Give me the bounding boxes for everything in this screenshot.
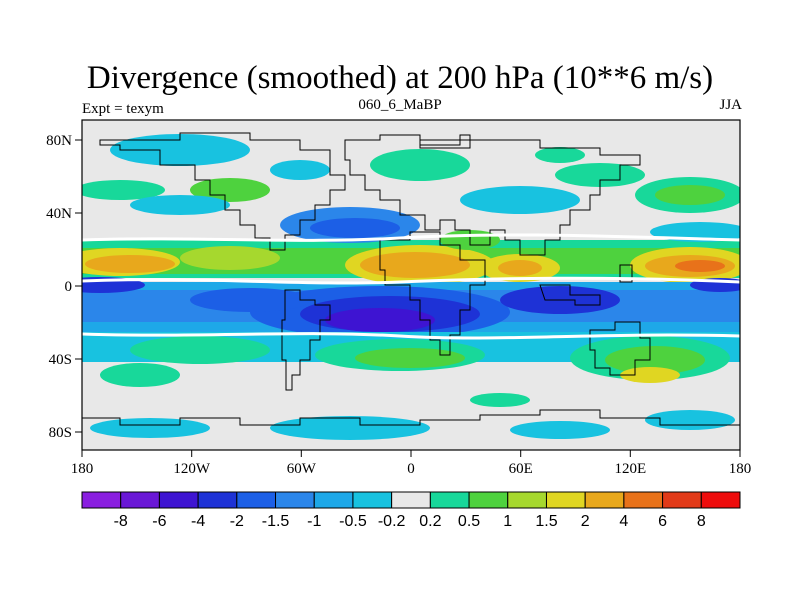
south-zero-contour	[82, 332, 740, 340]
south-america-outline	[281, 289, 331, 391]
colorbar-swatch	[391, 491, 431, 509]
africa-outline	[379, 231, 486, 356]
negative-divergence-band	[82, 277, 740, 338]
colorbar-swatch	[352, 491, 393, 509]
southern-positive-band	[82, 332, 740, 387]
experiment-label: Expt = texym	[82, 101, 164, 117]
y-tick-label: 40S	[49, 352, 72, 368]
colorbar-label: -2	[230, 513, 244, 530]
australia-outline	[589, 321, 651, 376]
x-tick-label: 120E	[614, 461, 646, 477]
greenland-outline	[419, 134, 471, 149]
colorbar-label: -1	[307, 513, 321, 530]
colorbar-swatch	[468, 491, 509, 509]
colorbar-label: 8	[697, 513, 706, 530]
run-label: 060_6_MaBP	[358, 97, 442, 113]
north-america-outline	[99, 132, 346, 251]
colorbar-label: 0.5	[458, 513, 480, 530]
colorbar: -8 -6 -4 -2 -1.5 -1 -0.5 -0.2 0.2 0.5 1 1.5 2 4 6 8	[81, 491, 741, 530]
x-tick-label: 180	[71, 461, 94, 477]
colorbar-swatch	[158, 491, 199, 509]
colorbar-swatch	[623, 491, 664, 509]
axis-ticks	[75, 139, 741, 457]
colorbar-swatch	[584, 491, 625, 509]
y-tick-label: 80N	[46, 133, 72, 149]
colorbar-label: 2	[581, 513, 590, 530]
coastlines	[82, 132, 740, 426]
colorbar-swatch	[275, 491, 315, 509]
map-title: Divergence (smoothed) at 200 hPa (10**6 …	[86, 60, 714, 96]
colorbar-label: -1.5	[262, 513, 290, 530]
colorbar-swatch	[662, 491, 702, 509]
colorbar-swatch	[197, 491, 238, 509]
colorbar-label: 1.5	[535, 513, 557, 530]
colorbar-swatch	[236, 491, 277, 509]
north-zero-contour	[82, 233, 740, 242]
colorbar-label: 6	[658, 513, 667, 530]
colorbar-swatch	[429, 491, 470, 509]
colorbar-label: 0.2	[419, 513, 441, 530]
equator-zero-contour	[82, 276, 740, 285]
colorbar-label: -4	[191, 513, 205, 530]
zero-contours	[82, 233, 740, 340]
colorbar-label: 4	[619, 513, 628, 530]
colorbar-label: -8	[114, 513, 128, 530]
positive-divergence-band	[82, 240, 740, 285]
x-tick-label: 60E	[509, 461, 533, 477]
colorbar-swatch	[700, 491, 741, 509]
philippines-outline	[619, 264, 633, 283]
colorbar-swatch	[81, 491, 122, 509]
x-tick-label: 0	[407, 461, 415, 477]
x-tick-label: 60W	[287, 461, 317, 477]
divergence-field	[82, 132, 740, 440]
colorbar-swatch	[120, 491, 160, 509]
y-tick-label: 0	[65, 279, 73, 295]
colorbar-swatch	[507, 491, 547, 509]
colorbar-label: -0.2	[378, 513, 406, 530]
colorbar-label: 1	[503, 513, 512, 530]
maritime-continent-outline	[539, 284, 601, 306]
x-tick-label: 120W	[173, 461, 211, 477]
season-label: JJA	[719, 97, 742, 113]
y-tick-label: 40N	[46, 206, 72, 222]
colorbar-label: -0.5	[339, 513, 367, 530]
eurasia-outline	[344, 134, 641, 256]
antarctica-outline	[82, 409, 740, 426]
y-tick-label: 80S	[49, 425, 72, 441]
x-tick-label: 180	[729, 461, 752, 477]
colorbar-swatch	[545, 491, 586, 509]
colorbar-label: -6	[152, 513, 166, 530]
colorbar-swatch	[313, 491, 354, 509]
